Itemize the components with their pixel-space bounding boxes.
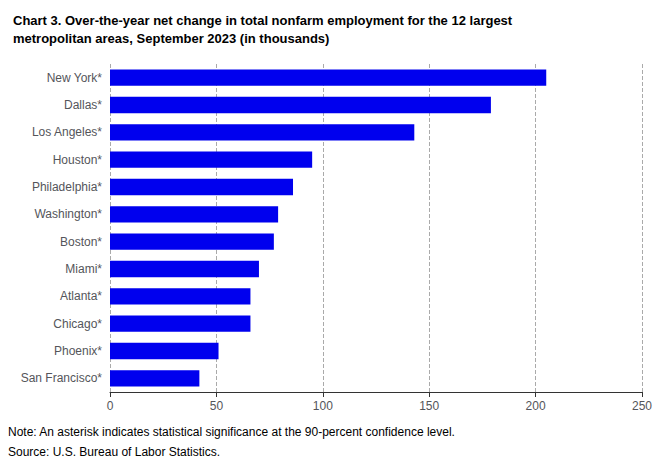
svg-text:Dallas*: Dallas* [64, 98, 102, 112]
svg-text:Phoenix*: Phoenix* [54, 344, 102, 358]
svg-text:Miami*: Miami* [65, 262, 102, 276]
svg-text:Boston*: Boston* [60, 235, 102, 249]
svg-text:200: 200 [526, 399, 546, 413]
svg-text:Washington*: Washington* [34, 207, 102, 221]
svg-text:metropolitan areas, September: metropolitan areas, September 2023 (in t… [13, 31, 329, 46]
svg-text:50: 50 [210, 399, 224, 413]
svg-text:Atlanta*: Atlanta* [60, 289, 102, 303]
svg-text:Source: U.S. Bureau of Labor S: Source: U.S. Bureau of Labor Statistics. [8, 445, 220, 459]
svg-text:San Francisco*: San Francisco* [21, 371, 103, 385]
svg-text:Note: An asterisk indicates st: Note: An asterisk indicates statistical … [8, 425, 455, 439]
svg-text:100: 100 [313, 399, 333, 413]
svg-text:250: 250 [632, 399, 652, 413]
svg-text:Chart 3. Over-the-year net cha: Chart 3. Over-the-year net change in tot… [13, 13, 513, 28]
svg-text:Philadelphia*: Philadelphia* [32, 180, 102, 194]
svg-text:Chicago*: Chicago* [53, 317, 102, 331]
svg-text:150: 150 [419, 399, 439, 413]
svg-text:0: 0 [107, 399, 114, 413]
svg-text:Los Angeles*: Los Angeles* [32, 125, 102, 139]
svg-text:New York*: New York* [47, 71, 103, 85]
svg-text:Houston*: Houston* [53, 153, 103, 167]
